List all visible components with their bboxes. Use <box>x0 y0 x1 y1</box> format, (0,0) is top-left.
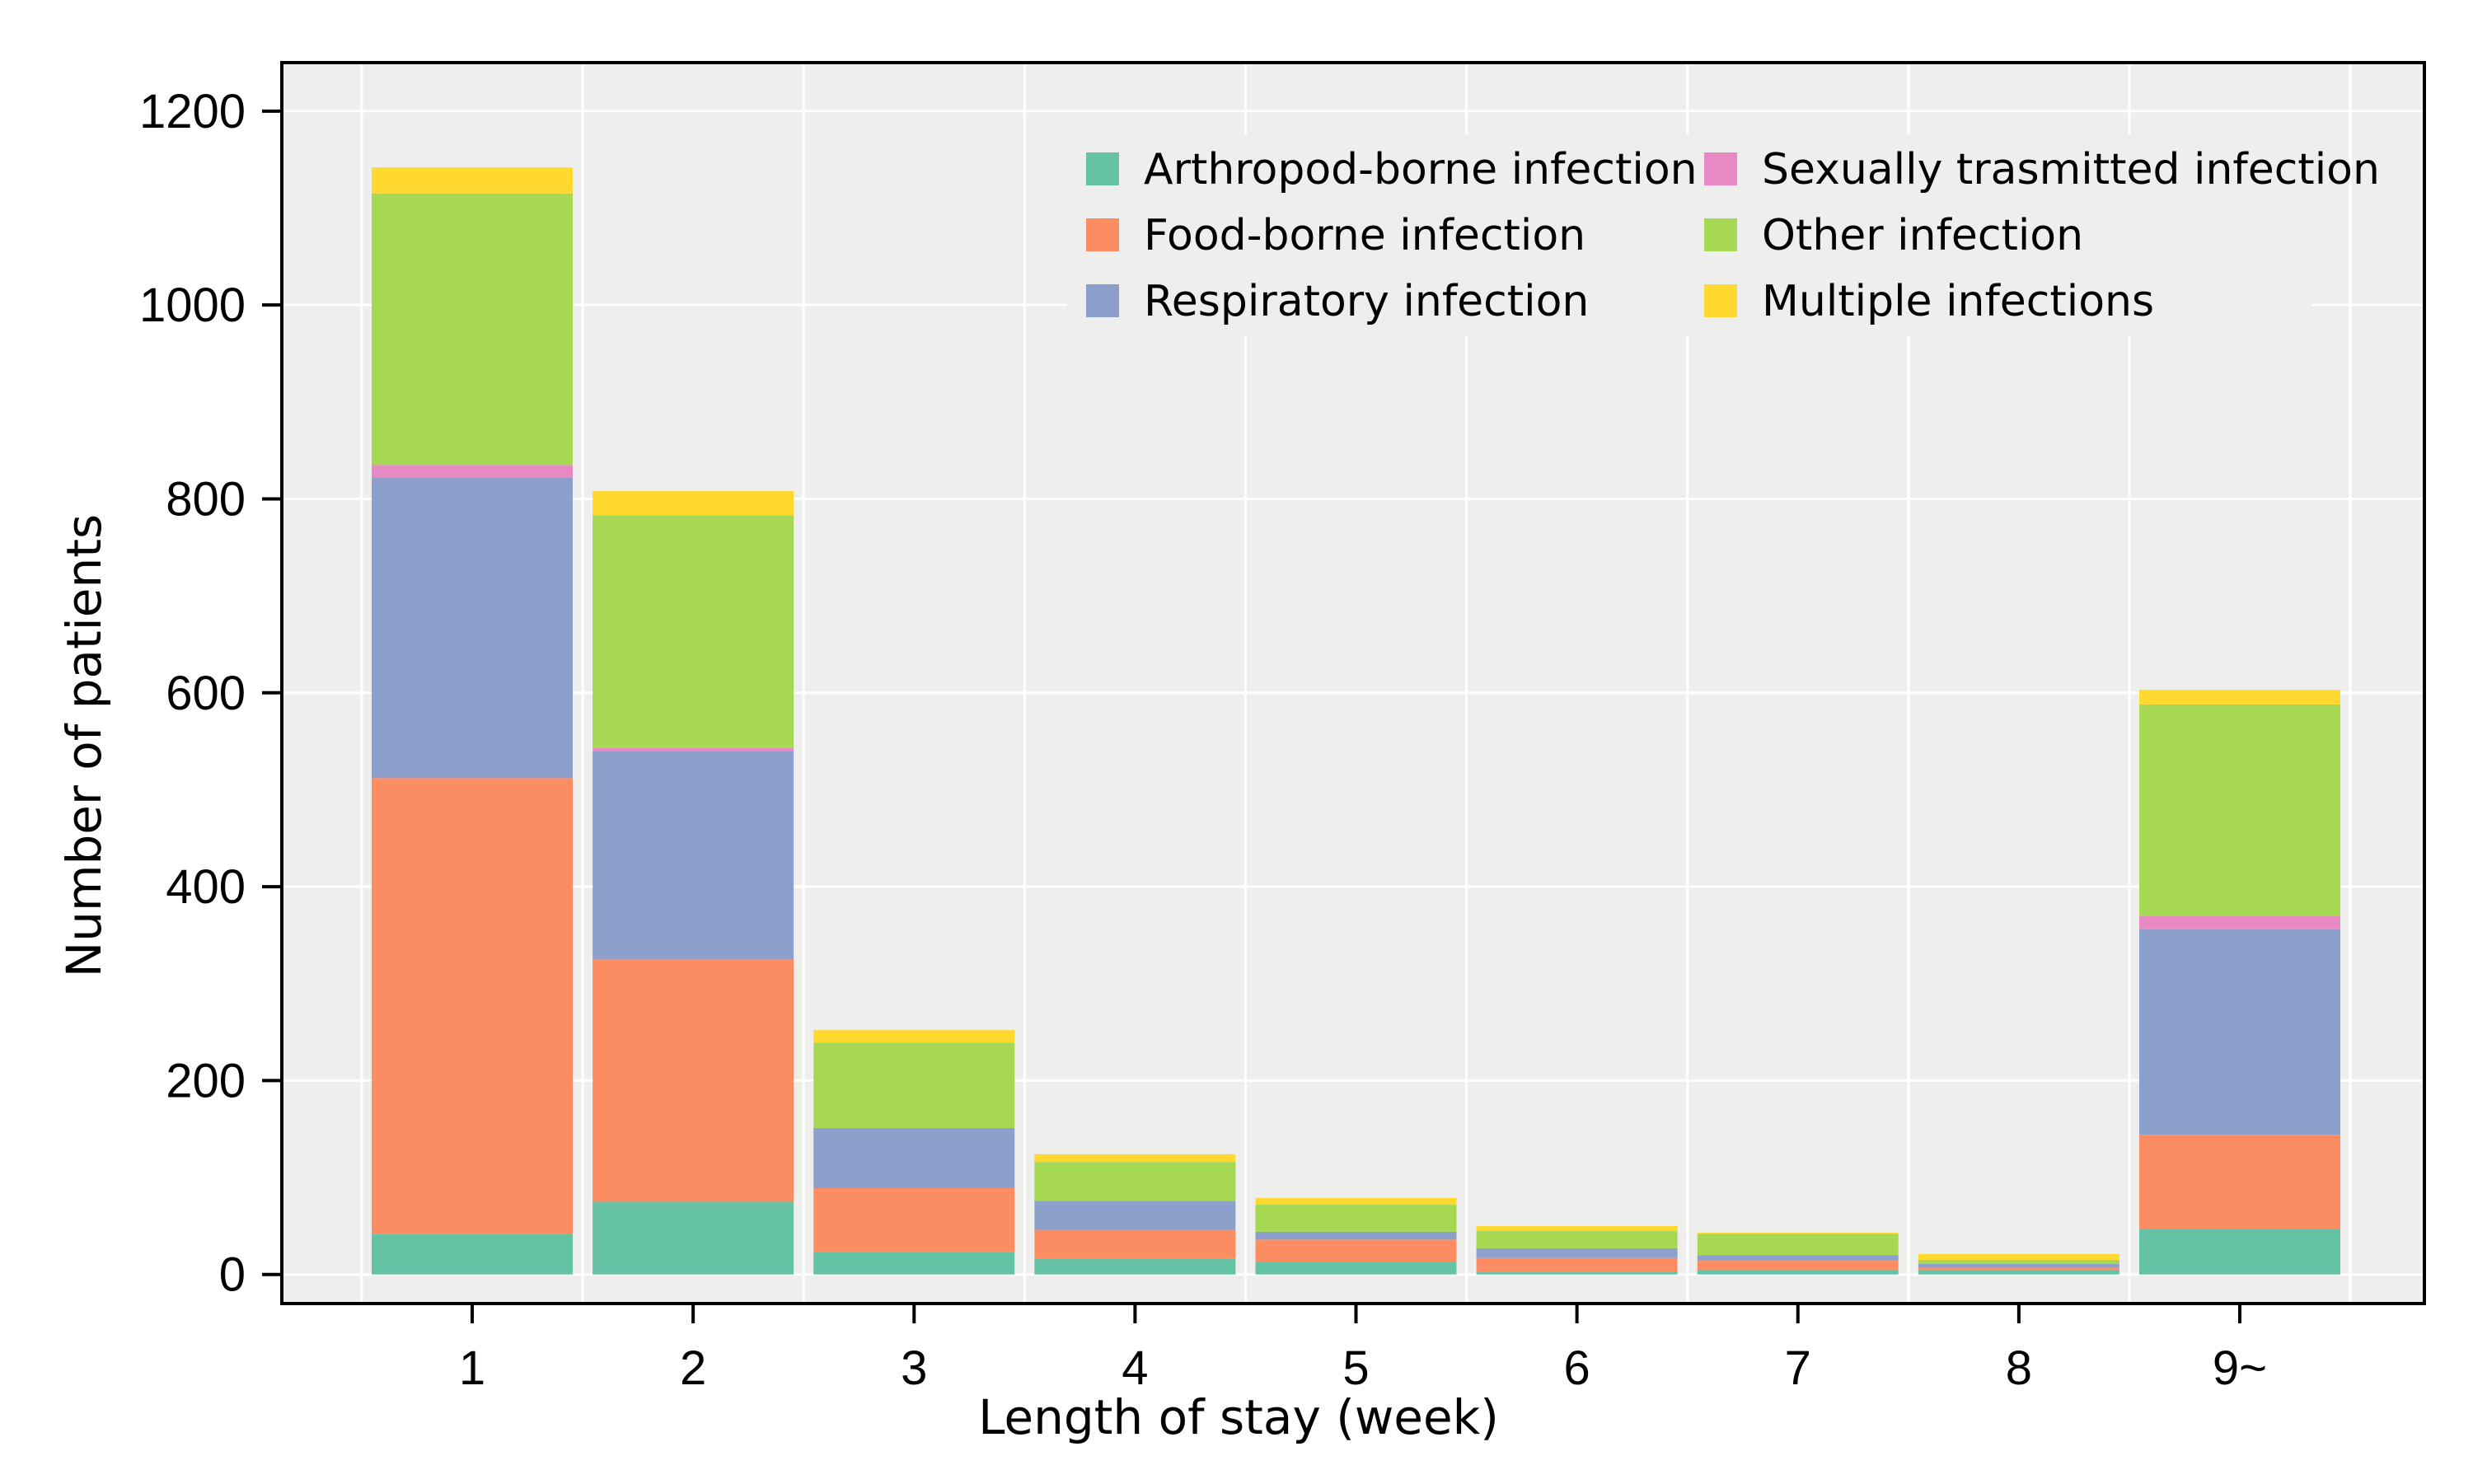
y-tick-label: 600 <box>166 667 246 720</box>
bar-segment <box>592 751 794 960</box>
x-tick-label: 4 <box>1122 1341 1148 1395</box>
bar-segment <box>592 959 794 1202</box>
x-tick-label: 3 <box>901 1341 927 1395</box>
bar-segment <box>1697 1234 1899 1256</box>
bar-segment <box>592 491 794 516</box>
legend-swatch <box>1086 284 1119 317</box>
x-tick-label: 7 <box>1785 1341 1811 1395</box>
legend-swatch <box>1704 284 1737 317</box>
x-tick-label: 5 <box>1342 1341 1369 1395</box>
bar-segment <box>372 477 573 779</box>
legend-background <box>1067 134 2311 336</box>
bar-segment <box>592 515 794 748</box>
bar-segment <box>1476 1257 1678 1272</box>
bar-segment <box>2139 690 2340 705</box>
bar-segment <box>2139 1229 2340 1275</box>
bar-segment <box>1697 1269 1899 1275</box>
legend-swatch <box>1086 218 1119 251</box>
y-tick-label: 1000 <box>139 279 246 332</box>
bars <box>372 167 2340 1275</box>
bar-segment <box>1255 1239 1457 1262</box>
y-tick-label: 800 <box>166 472 246 526</box>
bar-segment <box>372 167 573 194</box>
bar-segment <box>1918 1267 2119 1271</box>
plot-frame <box>280 61 2426 1305</box>
bar-segment <box>813 1030 1015 1043</box>
y-tick-label: 0 <box>219 1248 246 1302</box>
bar-segment <box>1476 1248 1678 1258</box>
x-tick-label: 6 <box>1563 1341 1590 1395</box>
y-tick-label: 400 <box>166 860 246 914</box>
x-tick-label: 8 <box>2006 1341 2032 1395</box>
bar-segment <box>813 1128 1015 1188</box>
y-tick-label: 200 <box>166 1054 246 1107</box>
bar-segment <box>1697 1260 1899 1270</box>
x-tick-label: 1 <box>459 1341 485 1395</box>
x-axis-title: Length of stay (week) <box>978 1389 1499 1445</box>
legend: Arthropod-borne infection Sexually trasmi… <box>1067 134 2380 336</box>
bar-segment <box>1255 1231 1457 1240</box>
legend-swatch <box>1704 218 1737 251</box>
bar-segment <box>2139 704 2340 916</box>
bar-segment <box>592 1201 794 1275</box>
bar-segment <box>813 1187 1015 1252</box>
bar-segment <box>1255 1197 1457 1205</box>
legend-label: Multiple infections <box>1762 277 2154 326</box>
bar-segment <box>1918 1260 2119 1264</box>
y-tick-label: 1200 <box>139 85 246 138</box>
bar-segment <box>1918 1270 2119 1275</box>
bar-segment <box>1918 1253 2119 1261</box>
legend-swatch <box>1704 152 1737 185</box>
bar-segment <box>1255 1262 1457 1275</box>
bar-segment <box>1034 1258 1236 1275</box>
bar-segment <box>1034 1154 1236 1163</box>
bar-segment <box>372 778 573 1234</box>
y-axis-title: Number of patients <box>56 514 112 977</box>
bar-segment <box>1918 1263 2119 1268</box>
x-tick-label: 9~ <box>2213 1341 2267 1395</box>
bar-segment <box>1697 1233 1899 1234</box>
bar-segment <box>1476 1271 1678 1275</box>
legend-swatch <box>1086 152 1119 185</box>
legend-label: Other infection <box>1762 211 2083 260</box>
bar-segment <box>1034 1229 1236 1259</box>
bar-segment <box>1697 1255 1899 1261</box>
bar-segment <box>592 747 794 751</box>
y-axis: 0 200 400 600 800 1000 1200 <box>139 85 282 1302</box>
x-tick-label: 2 <box>680 1341 706 1395</box>
legend-label: Respiratory infection <box>1144 277 1589 326</box>
legend-label: Food-borne infection <box>1144 211 1585 260</box>
bar-segment <box>1476 1230 1678 1248</box>
bar-segment <box>1255 1204 1457 1232</box>
bar-segment <box>372 193 573 466</box>
bar-segment <box>1476 1225 1678 1231</box>
legend-label: Sexually trasmitted infection <box>1762 145 2380 194</box>
bar-segment <box>2139 929 2340 1135</box>
legend-label: Arthropod-borne infection <box>1144 145 1698 194</box>
x-axis: 1 2 3 4 5 6 7 8 9~ <box>459 1304 2267 1395</box>
bar-segment <box>372 465 573 478</box>
bar-segment <box>813 1042 1015 1129</box>
bar-segment <box>1034 1201 1236 1230</box>
bar-segment <box>2139 1135 2340 1229</box>
bar-segment <box>1034 1162 1236 1201</box>
bar-segment <box>813 1252 1015 1275</box>
bar-segment <box>372 1234 573 1275</box>
bar-segment <box>2139 915 2340 929</box>
